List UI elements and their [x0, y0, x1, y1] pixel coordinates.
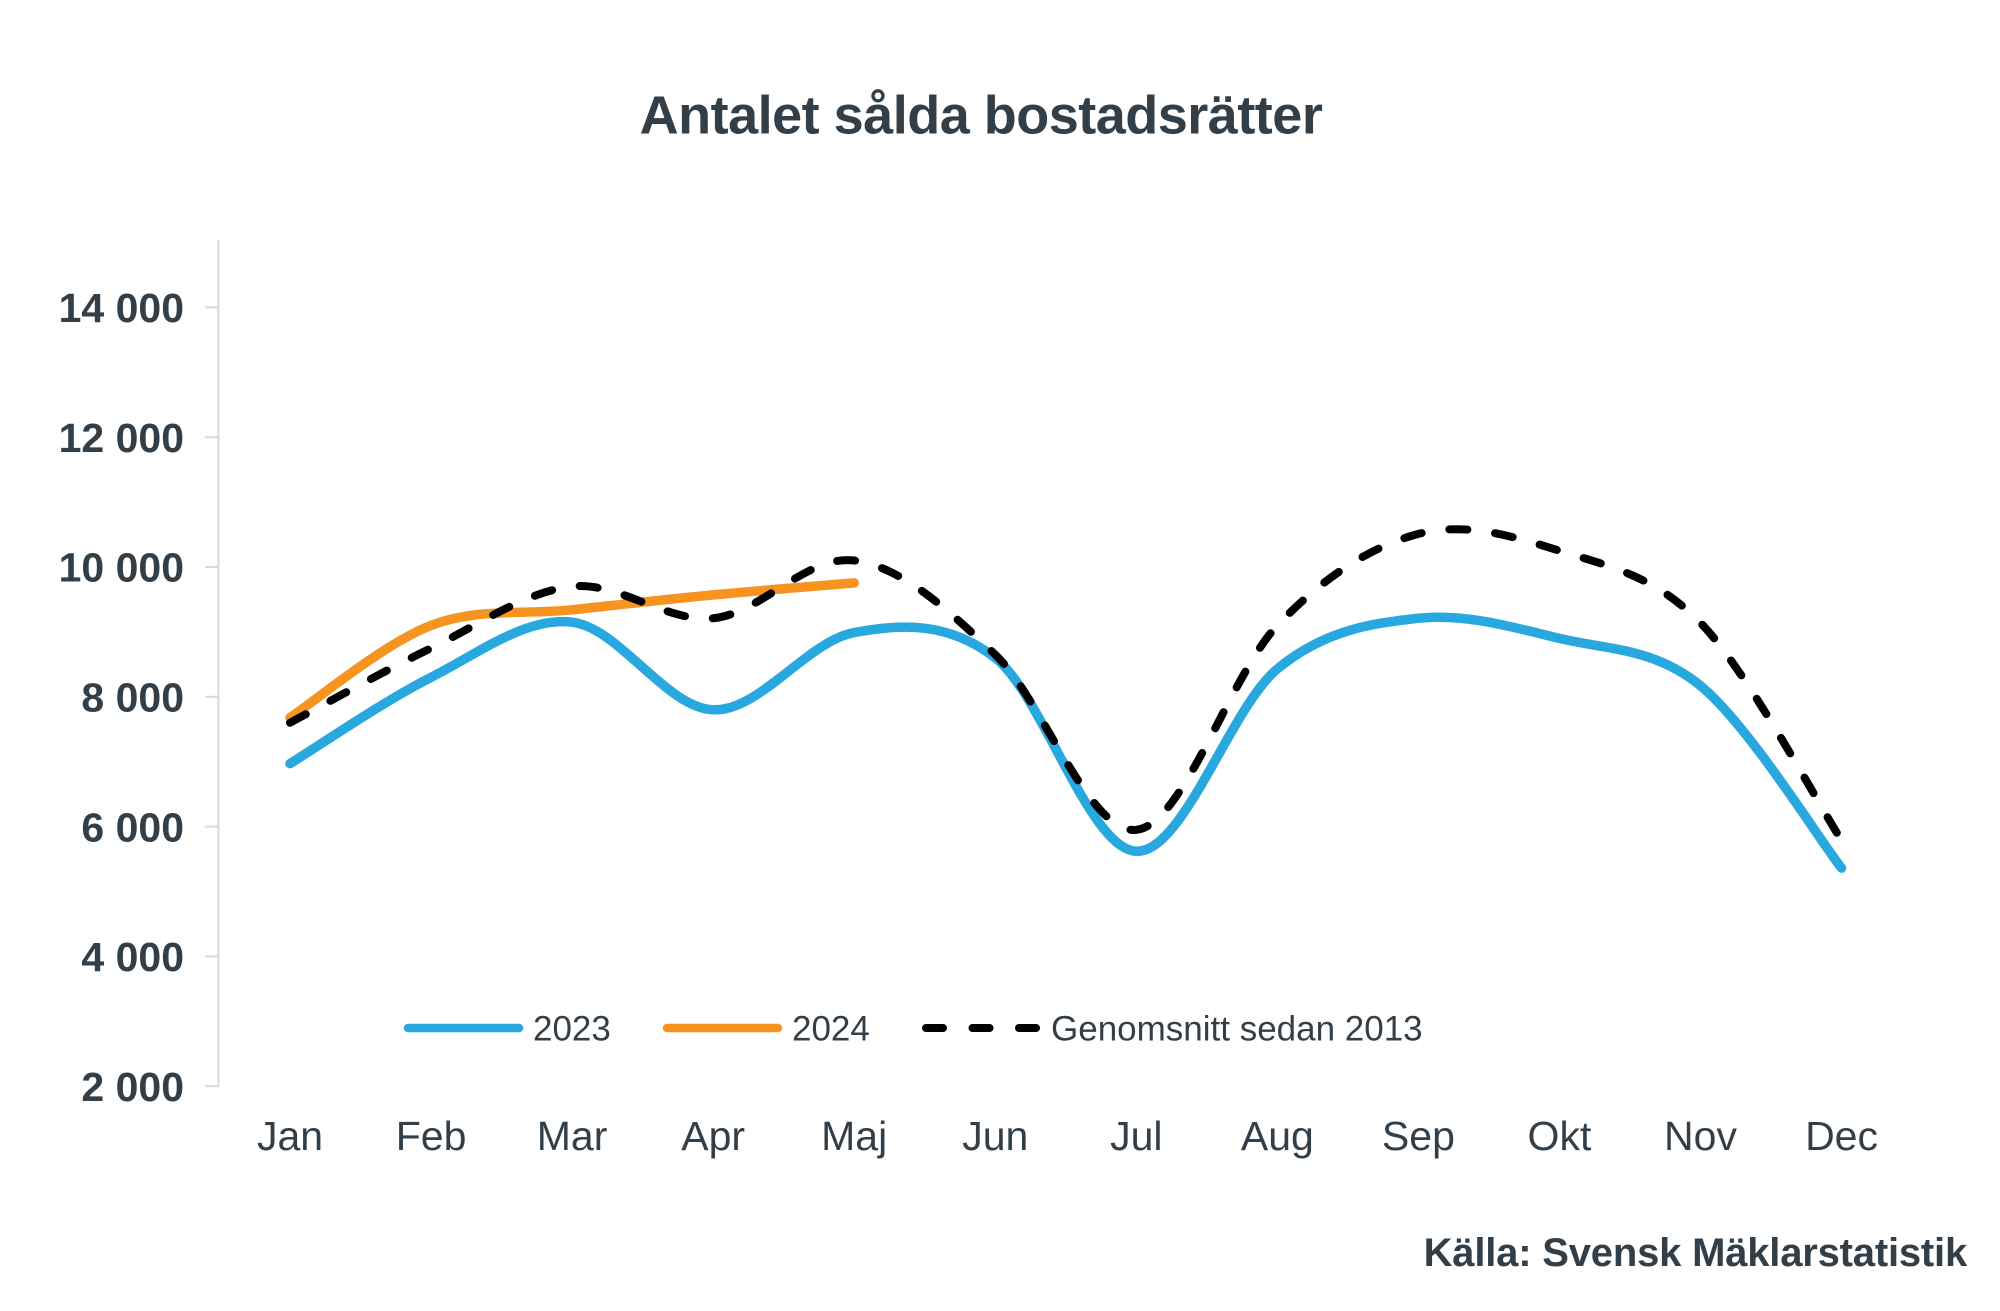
x-tick-label: Mar: [537, 1113, 608, 1159]
y-tick-label: 6 000: [81, 804, 184, 850]
legend: 2023 2024 Genomsnitt sedan 2013: [403, 1010, 1423, 1049]
x-tick-label: Nov: [1664, 1113, 1737, 1159]
x-tick-label: Jul: [1110, 1113, 1162, 1159]
legend-label: 2023: [533, 1010, 611, 1049]
y-tick-label: 2 000: [81, 1064, 184, 1110]
legend-label: Genomsnitt sedan 2013: [1051, 1010, 1423, 1049]
y-tick-label: 10 000: [59, 545, 184, 591]
legend-label: 2024: [792, 1010, 870, 1049]
y-axis-ticks: [205, 306, 219, 1088]
x-tick-label: Apr: [681, 1113, 745, 1159]
y-tick-label: 12 000: [59, 415, 184, 461]
chart-title: Antalet sålda bostadsrätter: [640, 86, 1323, 146]
series-line-genomsnitt-sedan-2013: [286, 525, 1846, 845]
x-tick-label: Okt: [1528, 1113, 1592, 1159]
x-tick-label: Jun: [962, 1113, 1028, 1159]
y-tick-label: 4 000: [81, 934, 184, 980]
series-line-2023: [285, 612, 1847, 873]
x-axis-labels: Jan Feb Mar Apr Maj Jun Jul Aug Sep Okt Nov Dec: [257, 1113, 1878, 1159]
series-lines: [285, 525, 1847, 873]
y-tick-label: 8 000: [81, 675, 184, 721]
series-line-2024: [285, 578, 859, 723]
x-tick-label: Sep: [1382, 1113, 1455, 1159]
x-tick-label: Jan: [257, 1113, 323, 1159]
x-tick-label: Dec: [1805, 1113, 1878, 1159]
x-tick-label: Aug: [1241, 1113, 1314, 1159]
y-axis-labels: 2 000 4 000 6 000 8 000 10 000 12 000 14 000: [59, 285, 184, 1110]
source-credit: Källa: Svensk Mäklarstatistik: [1424, 1231, 1968, 1275]
x-tick-label: Feb: [396, 1113, 467, 1159]
x-tick-label: Maj: [821, 1113, 887, 1159]
y-tick-label: 14 000: [59, 285, 184, 331]
